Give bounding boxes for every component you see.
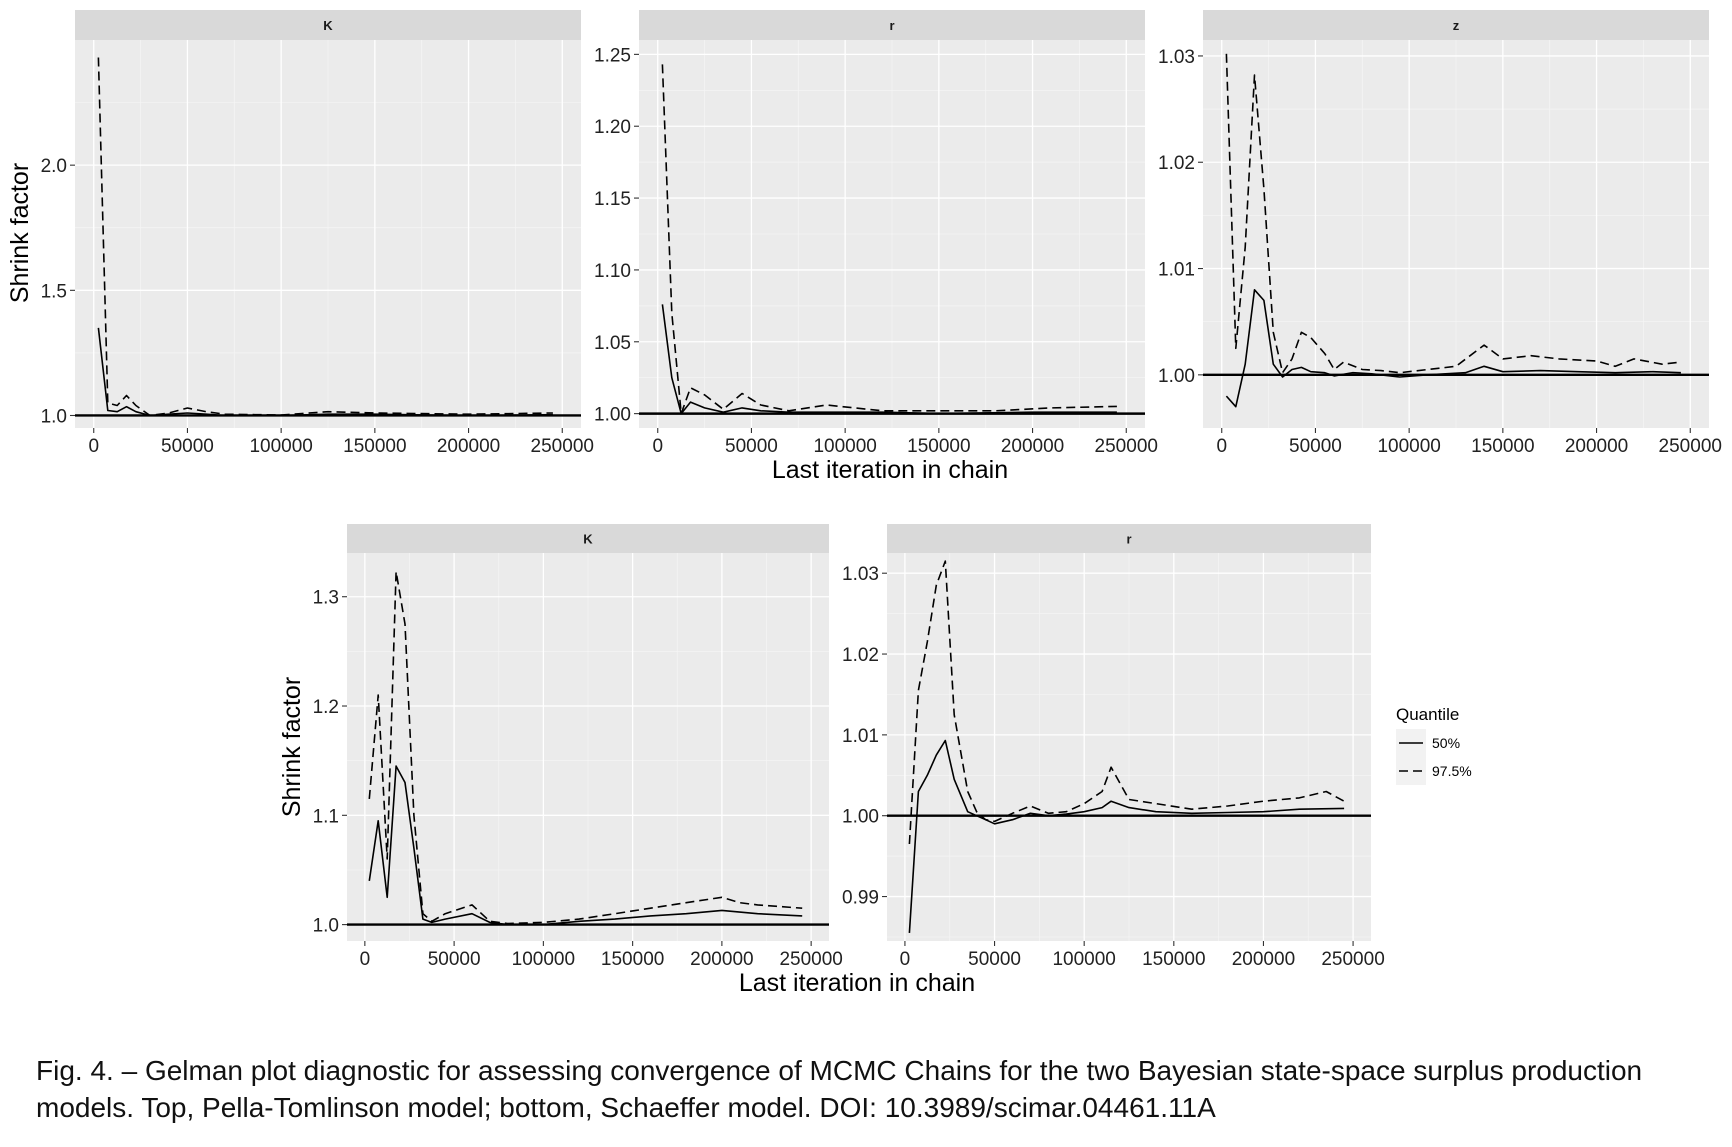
x-tick-label: 0: [1216, 436, 1227, 457]
facet-strip: [347, 524, 829, 553]
x-tick-label: 200000: [437, 436, 500, 457]
facet-strip: [75, 10, 581, 40]
y-tick-label: 1.01: [842, 726, 879, 747]
series-line-50: [97, 327, 553, 417]
y-tick-label: 0.99: [842, 888, 879, 909]
facet-panels: K 0 50000 100000 150000 200000 250000 1.0 1.5 2.0…: [41, 10, 1722, 970]
series-line-97-5: [661, 64, 1117, 415]
bottom-y-axis-title: Shrink factor: [278, 677, 306, 817]
y-tick-label: 1.02: [842, 645, 879, 666]
facet-strip-label: K: [323, 18, 333, 33]
x-tick-label: 200000: [1001, 436, 1064, 457]
x-tick-label: 0: [652, 436, 663, 457]
y-tick-label: 1.00: [594, 405, 631, 426]
facet-bottom-r: r 0 50000 100000 150000 200000 250000 0.99 1.00 1…: [842, 524, 1385, 970]
y-tick-label: 1.01: [1158, 260, 1195, 281]
y-tick-label: 1.03: [842, 564, 879, 585]
top-y-axis-title: Shrink factor: [6, 163, 34, 303]
x-tick-label: 200000: [1232, 949, 1295, 970]
facet-strip-label: r: [889, 18, 894, 33]
y-tick-label: 1.0: [41, 406, 67, 427]
series-line-97-5: [1225, 53, 1681, 374]
x-tick-label: 100000: [813, 436, 876, 457]
facet-strip: [1203, 10, 1709, 40]
facet-top-z: z 0 50000 100000 150000 200000 250000 1.00 1.01 1…: [1158, 10, 1722, 457]
x-tick-label: 100000: [1377, 436, 1440, 457]
facet-strip-label: K: [583, 532, 593, 547]
legend-label-975: 97.5%: [1432, 763, 1472, 779]
x-tick-label: 100000: [249, 436, 312, 457]
x-tick-label: 200000: [690, 949, 753, 970]
facet-strip: [887, 524, 1371, 553]
x-tick-label: 150000: [343, 436, 406, 457]
y-tick-label: 1.15: [594, 189, 631, 210]
y-tick-label: 1.1: [313, 806, 339, 827]
x-tick-label: 250000: [779, 949, 842, 970]
series-line-50: [368, 765, 803, 926]
x-tick-label: 0: [88, 436, 99, 457]
facet-strip: [639, 10, 1145, 40]
facet-strip-label: r: [1126, 532, 1131, 547]
y-tick-label: 1.03: [1158, 47, 1195, 68]
y-tick-label: 1.02: [1158, 153, 1195, 174]
bottom-x-axis-title: Last iteration in chain: [739, 969, 975, 997]
series-line-97-5: [908, 560, 1345, 845]
legend-label-50: 50%: [1432, 735, 1460, 751]
axis-titles: Last iteration in chain Shrink factor La…: [6, 163, 1008, 997]
x-tick-label: 50000: [428, 949, 481, 970]
y-tick-label: 1.2: [313, 697, 339, 718]
x-tick-label: 100000: [512, 949, 575, 970]
y-tick-label: 1.5: [41, 281, 67, 302]
x-tick-label: 250000: [531, 436, 594, 457]
facet-top-K: K 0 50000 100000 150000 200000 250000 1.0 1.5 2.0: [41, 10, 594, 457]
y-tick-label: 1.20: [594, 117, 631, 138]
x-tick-label: 250000: [1659, 436, 1722, 457]
y-tick-label: 1.25: [594, 45, 631, 66]
y-tick-label: 1.10: [594, 261, 631, 282]
x-tick-label: 50000: [725, 436, 778, 457]
y-tick-label: 1.0: [313, 916, 339, 937]
x-tick-label: 100000: [1052, 949, 1115, 970]
series-line-50: [908, 739, 1345, 933]
legend-title: Quantile: [1396, 705, 1459, 724]
x-tick-label: 150000: [1142, 949, 1205, 970]
figure-caption: Fig. 4. – Gelman plot diagnostic for ass…: [36, 1055, 1643, 1123]
x-tick-label: 200000: [1565, 436, 1628, 457]
facet-bottom-K: K 0 50000 100000 150000 200000 250000 1.0 1.1 1.2…: [313, 524, 843, 970]
y-tick-label: 2.0: [41, 156, 67, 177]
x-tick-label: 150000: [907, 436, 970, 457]
x-tick-label: 250000: [1095, 436, 1158, 457]
x-tick-label: 50000: [1289, 436, 1342, 457]
legend: Quantile 50% 97.5%: [1396, 705, 1472, 785]
x-tick-label: 150000: [1471, 436, 1534, 457]
facet-strip-label: z: [1453, 18, 1460, 33]
x-tick-label: 50000: [968, 949, 1021, 970]
y-tick-label: 1.05: [594, 333, 631, 354]
x-tick-label: 50000: [161, 436, 214, 457]
x-tick-label: 0: [360, 949, 371, 970]
x-tick-label: 150000: [601, 949, 664, 970]
top-x-axis-title: Last iteration in chain: [772, 456, 1008, 484]
x-tick-label: 0: [900, 949, 911, 970]
series-line-97-5: [97, 57, 553, 417]
facet-top-r: r 0 50000 100000 150000 200000 250000 1.00 1.05 1…: [594, 10, 1158, 457]
y-tick-label: 1.00: [1158, 366, 1195, 387]
y-tick-label: 1.00: [842, 807, 879, 828]
x-tick-label: 250000: [1321, 949, 1384, 970]
y-tick-label: 1.3: [313, 588, 339, 609]
